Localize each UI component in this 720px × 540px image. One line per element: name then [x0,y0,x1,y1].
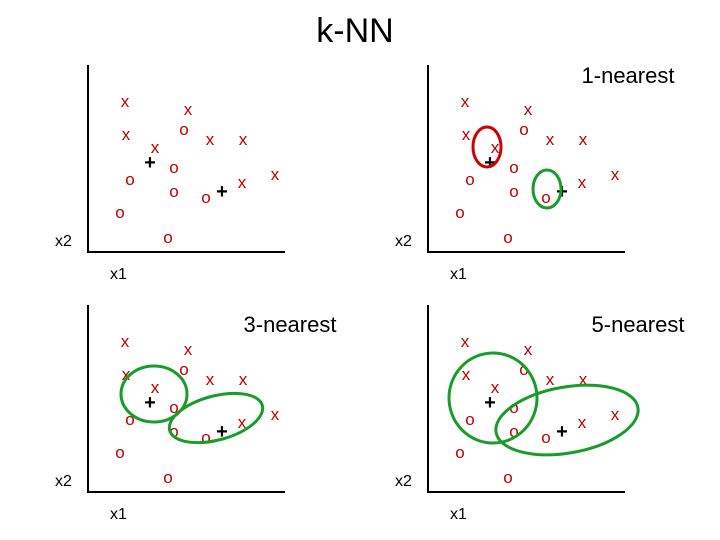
y-axis-label: x2 [395,473,412,490]
query-point: + [216,181,228,203]
main-title: k-NN [316,12,393,50]
class-o-point: o [465,410,474,429]
class-o-point: o [201,188,210,207]
class-o-point: o [503,468,512,487]
class-o-point: o [465,170,474,189]
panel-title: 1-nearest [582,63,675,88]
x-axis-label: x1 [450,506,467,523]
class-o-point: o [115,203,124,222]
nearest-3-ellipse-right [167,391,265,445]
class-x-point: x [611,165,620,184]
class-x-point: x [491,378,500,397]
axes [87,65,285,253]
nearest-5-ellipse-right [494,383,640,457]
class-x-point: x [524,100,533,119]
class-o-point: o [125,170,134,189]
class-x-point: x [238,173,247,192]
class-o-point: o [169,398,178,417]
class-o-point: o [541,188,550,207]
class-x-point: x [238,413,247,432]
class-x-point: x [122,125,131,144]
query-point: + [144,392,156,414]
class-x-point: x [546,370,555,389]
class-x-point: x [461,92,470,111]
query-point: + [144,152,156,174]
class-o-point: o [201,428,210,447]
class-x-point: x [611,405,620,424]
y-axis-label: x2 [55,473,72,490]
class-o-point: o [169,182,178,201]
class-x-point: x [271,165,280,184]
class-o-point: o [509,182,518,201]
class-o-point: o [519,360,528,379]
class-x-point: x [578,173,587,192]
query-point: + [484,152,496,174]
class-x-point: x [239,130,248,149]
class-o-point: o [455,203,464,222]
axes [87,305,285,493]
nearest-1-circle-left [471,125,503,169]
class-o-point: o [455,443,464,462]
class-x-point: x [546,130,555,149]
class-o-point: o [503,228,512,247]
class-x-point: x [239,370,248,389]
class-x-point: x [121,92,130,111]
class-o-point: o [125,410,134,429]
class-o-point: o [541,428,550,447]
query-point: + [216,421,228,443]
class-o-point: o [163,468,172,487]
class-x-point: x [524,340,533,359]
class-x-point: x [206,130,215,149]
nearest-3-ellipse-left [119,364,189,424]
panel-title: 5-nearest [592,312,685,337]
class-x-point: x [184,100,193,119]
class-o-point: o [509,158,518,177]
class-x-point: x [122,365,131,384]
panel-title: 3-nearest [244,312,337,337]
axes [427,65,625,253]
class-x-point: x [151,378,160,397]
class-o-point: o [169,158,178,177]
class-o-point: o [115,443,124,462]
x-axis-label: x1 [110,506,127,523]
class-x-point: x [578,413,587,432]
y-axis-label: x2 [55,233,72,250]
class-o-point: o [519,120,528,139]
query-point: + [556,421,568,443]
axes [427,305,625,493]
class-x-point: x [491,138,500,157]
class-o-point: o [509,422,518,441]
class-o-point: o [179,360,188,379]
x-axis-label: x1 [110,266,127,283]
class-x-point: x [579,370,588,389]
class-x-point: x [579,130,588,149]
nearest-1-circle-right [531,168,563,210]
x-axis-label: x1 [450,266,467,283]
class-x-point: x [184,340,193,359]
class-o-point: o [179,120,188,139]
class-x-point: x [462,365,471,384]
class-x-point: x [462,125,471,144]
class-o-point: o [509,398,518,417]
y-axis-label: x2 [395,233,412,250]
class-o-point: o [163,228,172,247]
class-x-point: x [206,370,215,389]
class-x-point: x [461,332,470,351]
class-x-point: x [151,138,160,157]
class-o-point: o [169,422,178,441]
query-point: + [484,392,496,414]
nearest-5-ellipse-left [447,351,539,445]
class-x-point: x [121,332,130,351]
class-x-point: x [271,405,280,424]
